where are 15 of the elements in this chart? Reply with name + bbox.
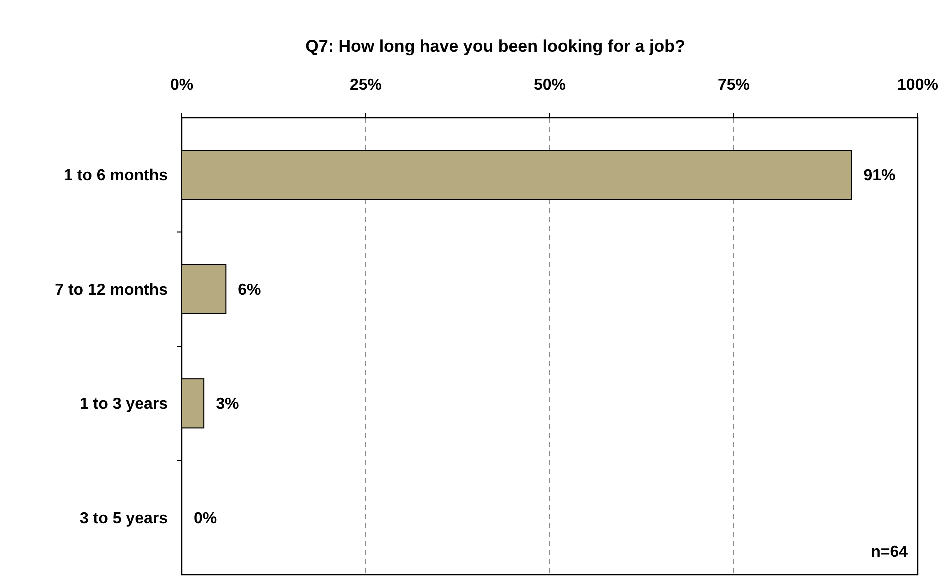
y-tick-label: 1 to 6 months <box>64 168 168 185</box>
chart-title: Q7: How long have you been looking for a job? <box>306 37 686 56</box>
data-label: 3% <box>216 396 240 414</box>
data-label: 0% <box>194 510 218 528</box>
y-tick-label: 3 to 5 years <box>80 510 168 528</box>
y-tick-label: 7 to 12 months <box>55 282 168 299</box>
data-label: 6% <box>238 282 262 299</box>
x-tick-label: 50% <box>534 77 566 94</box>
y-tick-label: 1 to 3 years <box>80 396 168 414</box>
x-tick-label: 75% <box>718 77 750 94</box>
annotation: n=64 <box>871 544 908 561</box>
data-label: 91% <box>864 168 896 185</box>
x-tick-label: 25% <box>350 77 382 94</box>
x-tick-label: 0% <box>170 77 194 94</box>
x-tick-label: 100% <box>898 77 938 94</box>
